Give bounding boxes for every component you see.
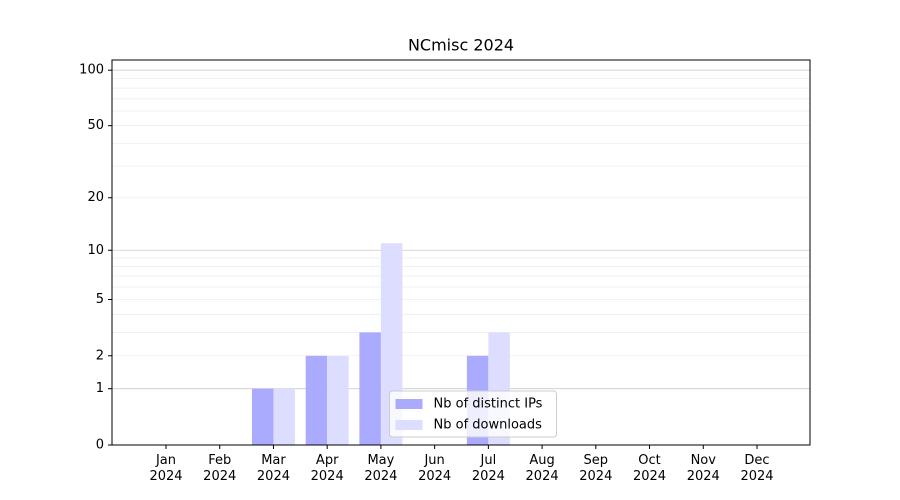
y-tick-label: 20 <box>87 190 104 205</box>
y-tick-label: 0 <box>96 438 104 453</box>
x-tick-label: Oct 2024 <box>632 453 667 484</box>
y-tick-label: 50 <box>87 118 104 133</box>
x-tick-label: Jul 2024 <box>471 453 505 484</box>
bar <box>359 332 381 445</box>
x-tick-label: Nov 2024 <box>686 453 720 484</box>
legend-label: Nb of downloads <box>434 418 543 433</box>
legend-swatch <box>395 420 423 430</box>
x-tick-label: May 2024 <box>364 453 398 484</box>
chart-title: NCmisc 2024 <box>408 36 514 55</box>
plot-frame <box>111 59 811 446</box>
x-tick-label: Apr 2024 <box>310 453 344 484</box>
x-tick-label: Jan 2024 <box>149 453 183 484</box>
legend-swatch <box>395 399 423 409</box>
bar <box>305 355 328 445</box>
grid <box>112 69 810 390</box>
bar <box>251 388 274 445</box>
x-tick-label: Mar 2024 <box>256 453 290 484</box>
x-tick-label: Dec 2024 <box>740 453 774 484</box>
y-tick-label: 1 <box>96 381 104 396</box>
y-tick-label: 10 <box>87 243 104 258</box>
y-tick-label: 100 <box>79 63 104 78</box>
x-tick-label: Feb 2024 <box>203 453 237 484</box>
y-tick-label: 2 <box>96 348 104 363</box>
x-tick-label: Jun 2024 <box>418 453 452 484</box>
bar <box>273 388 295 445</box>
bar <box>327 355 349 445</box>
x-tick-label: Aug 2024 <box>525 453 559 484</box>
legend: Nb of distinct IPs Nb of downloads <box>389 390 557 438</box>
y-tick-label: 5 <box>96 292 104 307</box>
x-tick-label: Sep 2024 <box>579 453 613 484</box>
legend-box <box>389 390 557 438</box>
legend-label: Nb of distinct IPs <box>434 397 543 412</box>
